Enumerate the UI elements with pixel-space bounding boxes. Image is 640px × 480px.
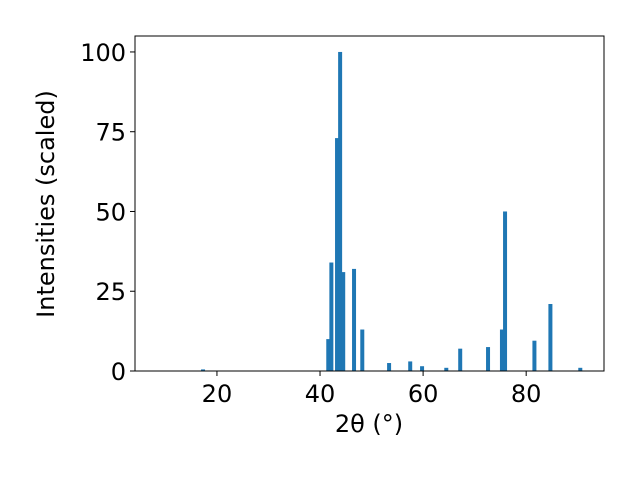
bar bbox=[444, 367, 449, 371]
y-tick-label: 50 bbox=[95, 198, 126, 226]
bar bbox=[499, 329, 504, 371]
bar bbox=[338, 51, 343, 371]
x-tick-label: 60 bbox=[408, 380, 439, 408]
x-tick-label: 20 bbox=[202, 380, 233, 408]
x-axis-label: 2θ (°) bbox=[335, 410, 403, 438]
bar bbox=[578, 367, 583, 371]
y-tick-label: 100 bbox=[80, 39, 126, 67]
y-tick-label: 0 bbox=[111, 358, 126, 386]
y-axis-label: Intensities (scaled) bbox=[32, 90, 60, 318]
x-tick-label: 80 bbox=[511, 380, 542, 408]
bar bbox=[360, 329, 365, 371]
bar bbox=[201, 369, 206, 371]
bar bbox=[387, 363, 392, 371]
x-tick-label: 40 bbox=[305, 380, 336, 408]
bar bbox=[326, 339, 331, 371]
y-tick-label: 75 bbox=[95, 119, 126, 147]
bar bbox=[408, 361, 413, 371]
bar bbox=[352, 268, 357, 371]
bar bbox=[503, 211, 508, 371]
bar bbox=[329, 262, 334, 371]
bar bbox=[486, 347, 491, 371]
bar bbox=[532, 340, 537, 371]
bar bbox=[458, 348, 463, 371]
bar bbox=[335, 138, 340, 371]
bar bbox=[420, 366, 425, 371]
bar bbox=[548, 304, 553, 371]
y-tick-label: 25 bbox=[95, 278, 126, 306]
bar bbox=[341, 272, 346, 371]
plot-frame bbox=[134, 35, 605, 372]
